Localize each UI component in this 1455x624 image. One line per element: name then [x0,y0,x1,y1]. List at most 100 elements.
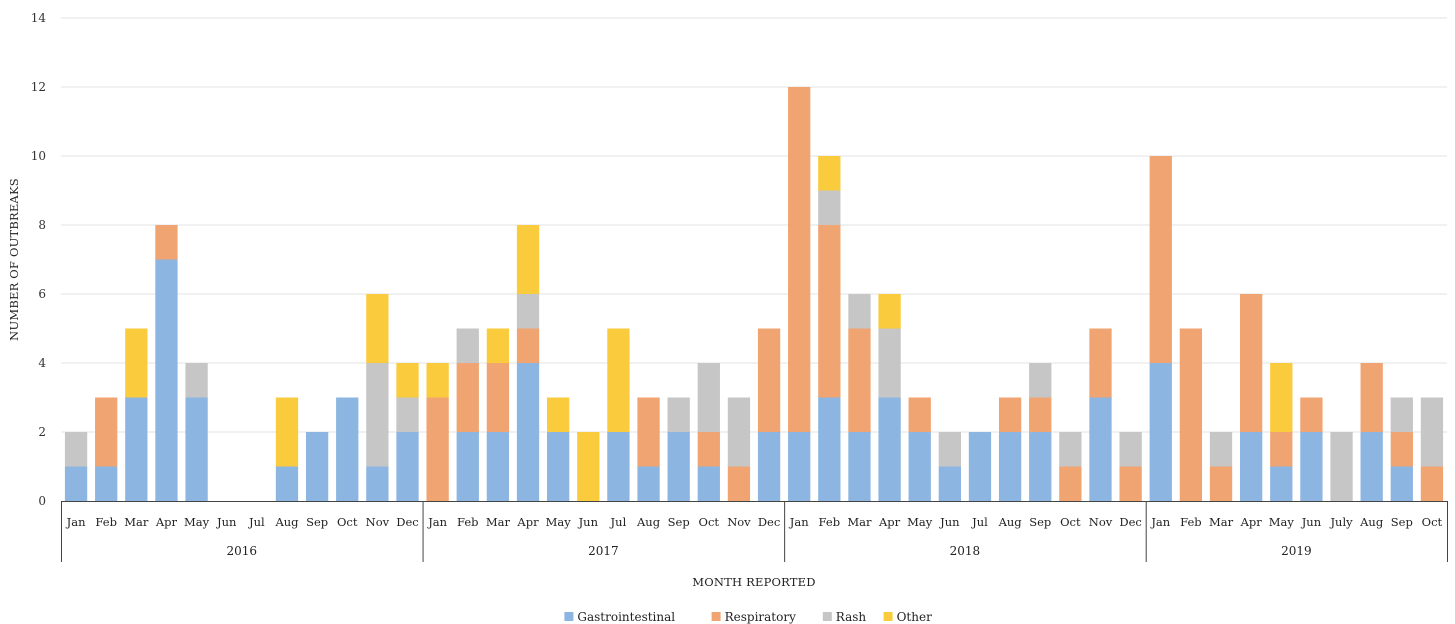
bar-segment-gastrointestinal [547,432,570,501]
x-tick-label: Oct [1060,515,1081,529]
bar-segment-respiratory [1119,466,1142,501]
bar-segment-gastrointestinal [607,432,630,501]
bar-segment-other [607,328,630,432]
bar-segment-gastrointestinal [1149,363,1172,501]
bar-segment-rash [64,432,88,467]
gridlines [61,17,1447,433]
bar-segment-other [275,397,299,467]
x-tick-label: Jan [427,515,447,529]
bar-segment-rash [516,294,540,329]
x-tick-label: Jan [66,515,86,529]
bar-segment-gastrointestinal [667,432,690,501]
x-tick-label: Mar [486,515,511,529]
y-tick-label: 12 [31,80,46,94]
x-tick-label: May [546,515,572,529]
legend-swatch-respiratory [711,612,721,621]
bar-segment-respiratory [1059,466,1082,501]
x-tick-label: Jan [1150,515,1170,529]
bar-segment-rash [1059,432,1082,467]
bar-segment-gastrointestinal [818,397,841,501]
legend-swatch-rash [822,612,832,621]
bar-segment-respiratory [1300,397,1323,432]
y-tick-label: 10 [31,149,46,163]
bar-segment-respiratory [1089,328,1112,398]
bar-segment-respiratory [516,328,540,363]
bar-segment-gastrointestinal [1240,432,1263,501]
bar-segment-gastrointestinal [1270,466,1293,501]
bar-segment-gastrointestinal [125,397,148,501]
x-tick-label: Jun [216,515,237,529]
bar-segment-rash [697,363,720,432]
bar-segment-respiratory [456,363,479,432]
bar-segment-gastrointestinal [637,466,660,501]
bar-segment-respiratory [1179,328,1203,501]
bar-segment-rash [818,190,841,225]
bar-segment-gastrointestinal [456,432,479,501]
bar-segment-gastrointestinal [1360,432,1383,501]
bar-segment-respiratory [486,363,510,432]
bar-segment-gastrointestinal [486,432,510,501]
bar-segment-gastrointestinal [697,466,720,501]
x-tick-label: Oct [1422,515,1443,529]
x-tick-label: Aug [1359,515,1384,529]
x-tick-label: Apr [155,515,178,529]
x-axis-title: MONTH REPORTED [692,575,815,589]
bar-segment-gastrointestinal [968,432,992,501]
bar-segment-respiratory [908,397,931,432]
bar-segment-rash [667,397,690,432]
bar-segment-respiratory [1029,397,1052,432]
bar-segment-other [878,294,901,329]
x-tick-label: Jun [578,515,599,529]
year-label: 2016 [227,544,258,558]
x-tick-label: Oct [699,515,720,529]
bar-segment-rash [878,328,901,398]
x-tick-label: Mar [124,515,149,529]
year-label: 2017 [588,544,619,558]
bar-segment-respiratory [757,328,781,432]
x-tick-label: Dec [1119,515,1141,529]
bar-segment-respiratory [998,397,1022,432]
bar-segment-gastrointestinal [1029,432,1052,501]
x-tick-label: Dec [758,515,780,529]
x-tick-label: Feb [95,515,117,529]
bar-segment-rash [1420,397,1444,467]
x-tick-label: Sep [668,515,690,529]
bar-segment-rash [396,397,419,432]
bar-segment-gastrointestinal [998,432,1022,501]
x-tick-label: Feb [457,515,479,529]
bar-segment-other [366,294,389,363]
bar-segment-respiratory [727,466,751,501]
bar-segment-respiratory [697,432,720,467]
bar-segment-rash [938,432,961,467]
bar-segment-gastrointestinal [305,432,329,501]
bar-segment-respiratory [1390,432,1413,467]
y-axis-title: NUMBER OF OUTBREAKS [7,178,21,341]
y-tick-label: 8 [38,218,46,232]
bar-segment-rash [1209,432,1233,467]
legend-label-other: Other [897,610,932,624]
bar-segment-rash [727,397,751,467]
bar-segment-respiratory [1270,432,1293,467]
x-tick-label: Nov [366,515,390,529]
x-tick-label: Jan [789,515,809,529]
bar-segment-gastrointestinal [1089,397,1112,501]
year-label: 2019 [1281,544,1312,558]
x-tick-label: Dec [396,515,418,529]
bar-segment-rash [456,328,479,363]
bar-segment-respiratory [155,225,178,260]
bar-segment-other [426,363,449,398]
bar-segment-other [125,328,148,398]
x-tick-label: July [1329,515,1353,529]
bar-segment-gastrointestinal [366,466,389,501]
x-tick-label: Nov [1089,515,1113,529]
x-tick-label: Aug [998,515,1023,529]
bars [64,87,1444,501]
bar-segment-gastrointestinal [1300,432,1323,501]
bar-segment-respiratory [848,328,871,432]
bar-segment-other [516,225,540,294]
x-tick-label: Nov [727,515,751,529]
y-tick-label: 4 [38,356,46,370]
bar-segment-other [577,432,600,501]
x-tick-label: Sep [1391,515,1413,529]
